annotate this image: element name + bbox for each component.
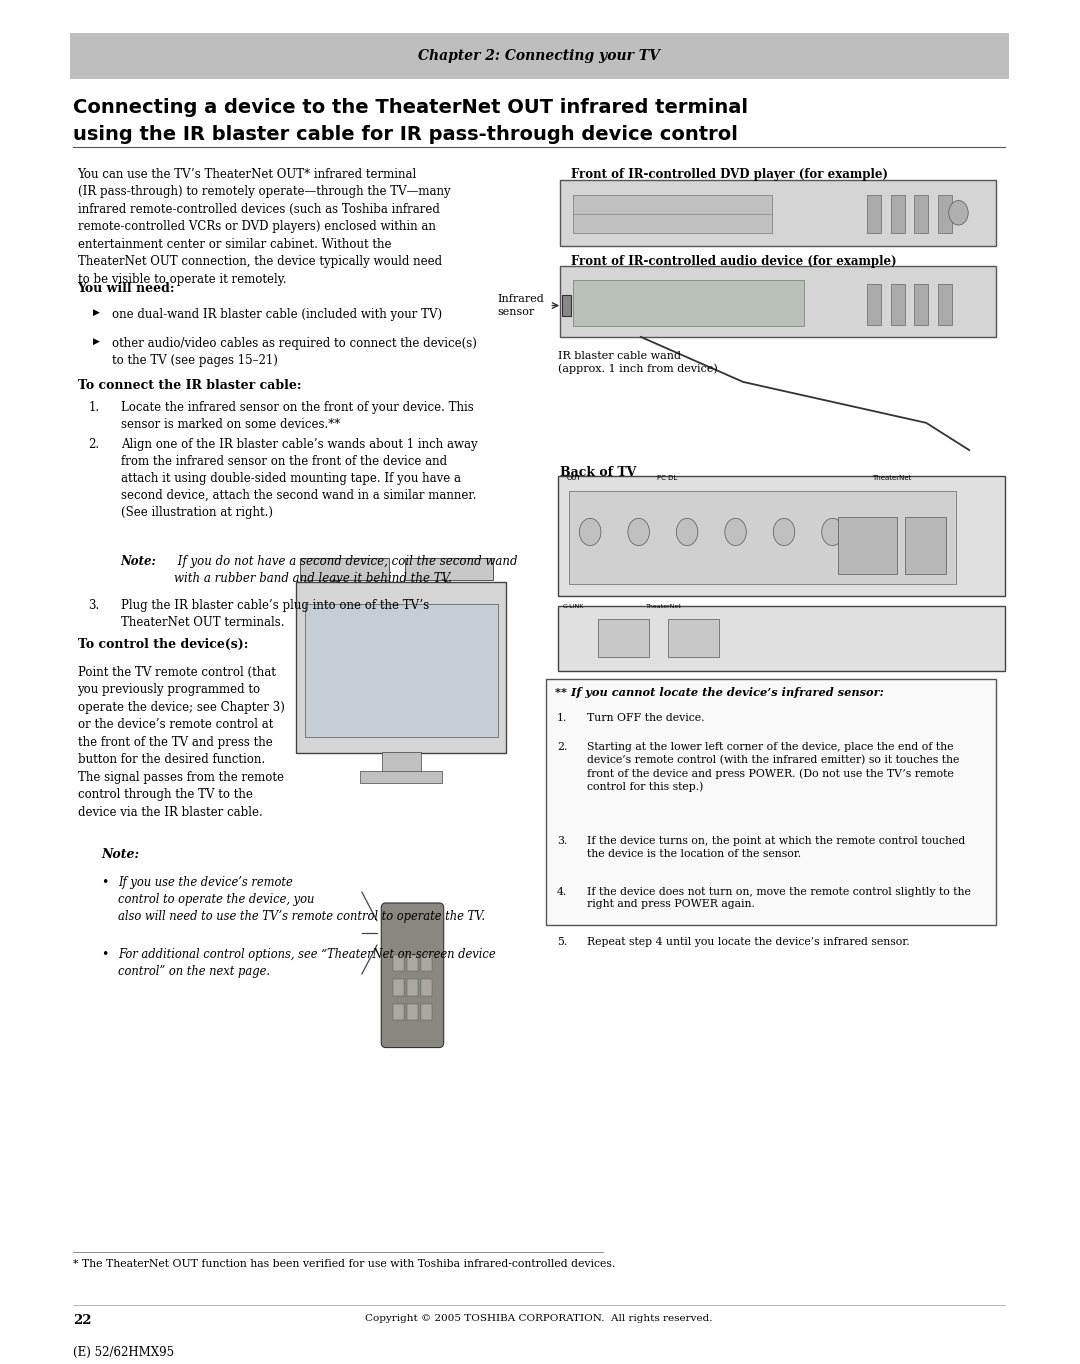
Text: ▶: ▶ [93,308,99,318]
Circle shape [676,518,698,546]
Text: If the device does not turn on, move the remote control slightly to the
right an: If the device does not turn on, move the… [586,887,971,910]
Text: Infrared
sensor: Infrared sensor [498,293,544,318]
Text: ** If you cannot locate the device’s infrared sensor:: ** If you cannot locate the device’s inf… [555,687,883,698]
Text: 5.: 5. [557,937,567,947]
Bar [891,284,905,325]
Text: 2.: 2. [89,438,99,451]
Text: Front of IR-controlled DVD player (for example): Front of IR-controlled DVD player (for e… [571,168,888,181]
Bar [421,1004,432,1020]
Text: Chapter 2: Connecting your TV: Chapter 2: Connecting your TV [418,49,660,63]
Bar [939,195,953,233]
Bar [361,771,442,783]
Circle shape [773,518,795,546]
Text: You can use the TV’s TheaterNet OUT* infrared terminal
(IR pass-through) to remo: You can use the TV’s TheaterNet OUT* inf… [78,168,450,286]
Text: PC DL: PC DL [657,475,677,480]
Text: other audio/video cables as required to connect the device(s)
to the TV (see pag: other audio/video cables as required to … [112,337,477,367]
Circle shape [627,518,649,546]
Text: 3.: 3. [557,836,567,846]
Bar [393,955,404,971]
Text: 2.: 2. [557,742,567,752]
Text: * The TheaterNet OUT function has been verified for use with Toshiba infrared-co: * The TheaterNet OUT function has been v… [73,1259,616,1269]
Circle shape [870,518,892,546]
Bar [405,558,494,580]
Text: ▶: ▶ [93,337,99,346]
Bar [558,606,1004,671]
Bar [382,752,420,772]
Bar [305,604,498,737]
Text: Repeat step 4 until you locate the device’s infrared sensor.: Repeat step 4 until you locate the devic… [586,937,909,947]
Text: Note:: Note: [121,555,157,569]
Text: TheaterNet: TheaterNet [646,604,681,610]
Bar [393,979,404,996]
Bar [867,195,881,233]
Text: You will need:: You will need: [78,282,175,296]
Text: (E) 52/62HMX95: (E) 52/62HMX95 [73,1346,174,1360]
Bar [421,955,432,971]
Bar [407,955,418,971]
Text: If you use the device’s remote
control to operate the device, you
also will need: If you use the device’s remote control t… [119,876,486,922]
Bar [546,679,996,925]
Text: To control the device(s):: To control the device(s): [78,638,248,652]
Text: one dual-wand IR blaster cable (included with your TV): one dual-wand IR blaster cable (included… [112,308,442,322]
Bar [573,280,805,326]
Bar [569,491,957,584]
Text: Note:: Note: [102,848,139,862]
Bar [597,619,649,657]
Bar [891,195,905,233]
Text: Starting at the lower left corner of the device, place the end of the
device’s r: Starting at the lower left corner of the… [586,742,959,792]
Bar [407,1004,418,1020]
Bar [838,517,897,574]
Bar [905,517,946,574]
Bar [915,284,929,325]
Text: If the device turns on, the point at which the remote control touched
the device: If the device turns on, the point at whi… [586,836,966,859]
Text: Locate the infrared sensor on the front of your device. This
sensor is marked on: Locate the infrared sensor on the front … [121,401,473,431]
Text: 22: 22 [73,1314,92,1327]
Text: For additional control options, see “TheaterNet on-screen device
control” on the: For additional control options, see “The… [119,948,496,978]
Text: 1.: 1. [89,401,99,415]
Text: 1.: 1. [557,713,567,723]
Bar [939,284,953,325]
Text: IR blaster cable wand
(approx. 1 inch from device): IR blaster cable wand (approx. 1 inch fr… [558,351,717,374]
Text: Front of IR-controlled audio device (for example): Front of IR-controlled audio device (for… [571,255,896,269]
Bar [300,558,389,580]
Bar [667,619,719,657]
Bar [407,979,418,996]
Bar [561,180,996,246]
Text: •: • [102,876,109,889]
Text: TheaterNet: TheaterNet [873,475,912,480]
Bar [563,295,571,316]
Text: To connect the IR blaster cable:: To connect the IR blaster cable: [78,379,301,393]
Bar [558,476,1004,596]
Circle shape [725,518,746,546]
Text: •: • [102,948,109,962]
Bar [70,33,1009,79]
Text: 4.: 4. [557,887,567,896]
Text: Back of TV: Back of TV [561,466,636,480]
Text: Turn OFF the device.: Turn OFF the device. [586,713,704,723]
Bar [421,979,432,996]
Text: Connecting a device to the TheaterNet OUT infrared terminal: Connecting a device to the TheaterNet OU… [73,98,748,117]
Bar [296,582,507,753]
Circle shape [949,201,968,225]
Bar [561,266,996,337]
Bar [867,284,881,325]
Bar [393,1004,404,1020]
Text: 3.: 3. [89,599,99,612]
Text: Plug the IR blaster cable’s plug into one of the TV’s
TheaterNet OUT terminals.: Plug the IR blaster cable’s plug into on… [121,599,429,629]
Text: using the IR blaster cable for IR pass-through device control: using the IR blaster cable for IR pass-t… [73,125,738,145]
Text: G-LINK: G-LINK [563,604,583,610]
Circle shape [822,518,843,546]
Circle shape [579,518,600,546]
Text: Align one of the IR blaster cable’s wands about 1 inch away
from the infrared se: Align one of the IR blaster cable’s wand… [121,438,477,518]
Text: OUT: OUT [567,475,581,480]
Text: Copyright © 2005 TOSHIBA CORPORATION.  All rights reserved.: Copyright © 2005 TOSHIBA CORPORATION. Al… [365,1314,712,1323]
Bar [573,195,772,233]
Text: Point the TV remote control (that
you previously programmed to
operate the devic: Point the TV remote control (that you pr… [78,666,284,818]
Bar [915,195,929,233]
Text: If you do not have a second device, coil the second wand
with a rubber band and : If you do not have a second device, coil… [175,555,518,585]
FancyBboxPatch shape [381,903,444,1048]
